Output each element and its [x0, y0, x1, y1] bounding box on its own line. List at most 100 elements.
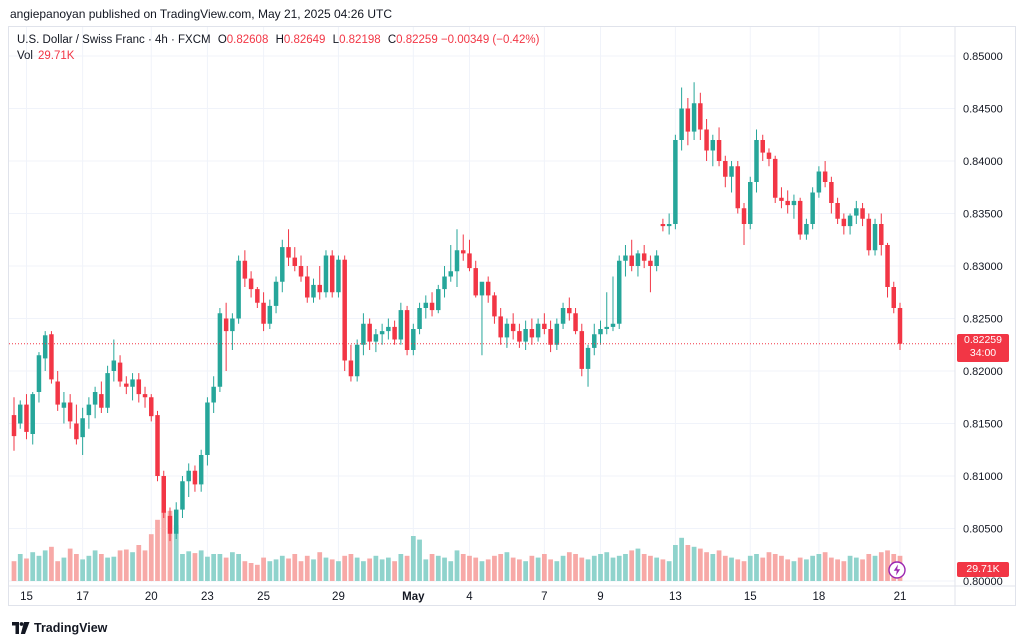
tradingview-brand: TradingView — [34, 621, 108, 635]
volume-bar — [541, 554, 547, 581]
volume-bar — [211, 554, 217, 581]
volume-bar — [816, 554, 822, 581]
volume-bar — [616, 555, 622, 581]
candle-body — [779, 197, 784, 201]
candle-body — [835, 203, 840, 219]
candle-body — [67, 402, 73, 422]
high-value: 0.82649 — [283, 34, 326, 46]
candle-body — [635, 253, 641, 266]
candle-body — [629, 255, 634, 266]
candle-body — [492, 295, 497, 317]
volume-bar — [30, 552, 36, 581]
candle-body — [211, 386, 216, 403]
volume-bar — [248, 563, 254, 581]
candle-body — [523, 329, 528, 342]
y-tick-label: 0.82500 — [963, 314, 1003, 326]
volume-bar — [685, 545, 691, 581]
candle-body — [567, 308, 572, 314]
volume-bar — [835, 559, 840, 581]
flash-icon[interactable] — [888, 561, 906, 579]
candle-body — [504, 323, 510, 338]
volume-bar — [641, 554, 647, 581]
candle-body — [691, 103, 697, 132]
x-tick-label: 20 — [145, 591, 158, 603]
volume-bar — [716, 550, 722, 581]
candle-body — [267, 305, 273, 324]
x-tick-label: 13 — [669, 591, 682, 603]
candle-body — [336, 259, 341, 293]
candle-body — [666, 224, 672, 227]
candle-body — [49, 334, 54, 380]
candle-body — [361, 323, 366, 345]
volume-bar — [498, 554, 504, 581]
candle-body — [829, 182, 834, 203]
volume-bar — [860, 559, 865, 581]
candle-body — [579, 331, 585, 369]
volume-bar — [741, 561, 747, 581]
y-tick-label: 0.83000 — [963, 261, 1003, 273]
candle-body — [891, 287, 897, 308]
volume-bar — [42, 550, 48, 581]
volume-bar — [492, 555, 497, 581]
candle-body — [130, 379, 135, 387]
volume-bar — [598, 554, 603, 581]
candle-body — [186, 470, 191, 482]
candle-body — [379, 331, 385, 335]
candle-body — [354, 344, 360, 377]
candle-body — [298, 266, 304, 277]
volume-bar — [348, 554, 354, 581]
volume-bar — [261, 557, 266, 581]
volume-bar — [878, 552, 884, 581]
candle-body — [317, 284, 322, 293]
candle-body — [99, 394, 104, 408]
candle-body — [542, 323, 547, 329]
volume-bar — [17, 554, 23, 581]
y-tick-label: 0.83500 — [963, 209, 1003, 221]
candle-body — [847, 215, 853, 227]
volume-bar — [223, 557, 229, 581]
volume-bar — [754, 554, 759, 581]
candle-body — [879, 224, 884, 245]
candle-body — [785, 200, 790, 206]
volume-bar — [479, 561, 485, 581]
volume-bar — [529, 555, 535, 581]
candle-body — [417, 308, 422, 329]
x-tick-label: 17 — [76, 591, 89, 603]
high-key: H — [275, 34, 284, 46]
x-tick-label: 29 — [332, 591, 345, 603]
volume-bar — [105, 557, 110, 581]
chart-frame[interactable] — [8, 26, 1016, 606]
candle-body — [173, 509, 179, 534]
candle-body — [142, 394, 148, 398]
tradingview-logo[interactable]: TradingView — [12, 621, 107, 635]
candle-body — [117, 362, 123, 382]
low-value: 0.82198 — [339, 34, 381, 46]
volume-bar — [454, 550, 460, 581]
candle-body — [710, 140, 716, 151]
candle-body — [105, 373, 110, 408]
volume-bar — [336, 561, 341, 581]
y-tick-label: 0.82000 — [963, 366, 1003, 378]
candle-body — [205, 402, 210, 455]
volume-bar — [173, 525, 179, 581]
volume-bar — [417, 539, 422, 581]
candle-body — [30, 394, 35, 434]
candle-body — [467, 253, 472, 269]
candle-body — [448, 271, 454, 277]
candle-body — [654, 255, 659, 266]
candle-body — [429, 302, 435, 311]
candle-body — [155, 415, 160, 476]
volume-bar — [828, 557, 834, 581]
x-tick-label: 21 — [894, 591, 907, 603]
candle-body — [473, 268, 478, 296]
symbol-description: U.S. Dollar / Swiss Franc · 4h · FXCM — [17, 34, 211, 46]
volume-label: Vol — [17, 50, 33, 62]
candle-body — [167, 515, 173, 534]
volume-bar — [361, 561, 366, 581]
candle-body — [92, 392, 98, 405]
candle-body — [86, 404, 92, 416]
volume-bar — [267, 561, 273, 581]
candle-body — [149, 397, 154, 417]
volume-bar — [504, 552, 510, 581]
